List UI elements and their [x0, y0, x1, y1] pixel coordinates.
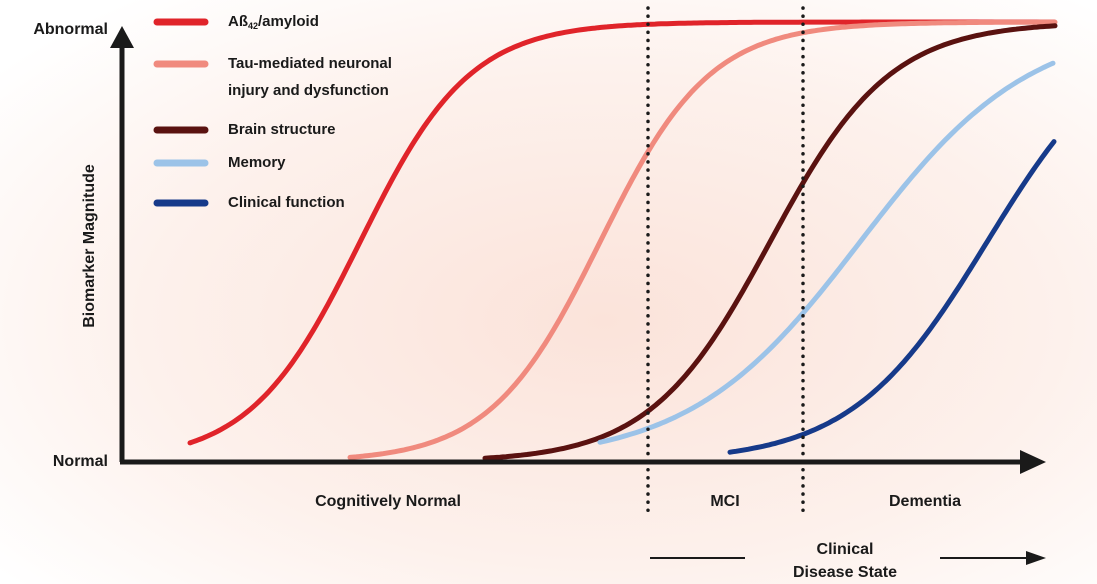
legend-text: Aß — [228, 13, 248, 30]
page: { "y_axis": {"title": "Biomarker Magnitu… — [0, 0, 1097, 584]
legend-text: /amyloid — [258, 13, 319, 30]
y-axis-title: Biomarker Magnitude — [81, 164, 98, 328]
abnormal-label: Abnormal — [33, 21, 108, 38]
legend-label: Tau-mediated neuronal — [228, 55, 392, 72]
legend-label: Memory — [228, 154, 286, 171]
legend-label: injury and dysfunction — [228, 82, 389, 99]
stage-label: Cognitively Normal — [315, 493, 461, 510]
stage-label: MCI — [710, 493, 739, 510]
legend-subscript: 42 — [248, 21, 258, 31]
legend-label: Clinical function — [228, 194, 345, 211]
footer-label: Clinical — [817, 541, 874, 558]
legend-label: Aß42/amyloid — [228, 13, 319, 31]
normal-label: Normal — [53, 453, 108, 470]
footer-label: Disease State — [793, 564, 897, 581]
chart: Abnormal Normal Biomarker Magnitude Cogn… — [0, 0, 1097, 584]
legend-label: Brain structure — [228, 121, 336, 138]
stage-label: Dementia — [889, 493, 961, 510]
